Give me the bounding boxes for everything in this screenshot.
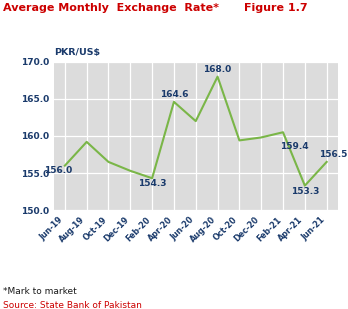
Text: PKR/US$: PKR/US$ xyxy=(54,48,100,57)
Text: Figure 1.7: Figure 1.7 xyxy=(244,3,307,13)
Text: 153.3: 153.3 xyxy=(291,187,319,196)
Text: 159.4: 159.4 xyxy=(279,142,308,150)
Text: 156.5: 156.5 xyxy=(319,150,347,159)
Text: *Mark to market: *Mark to market xyxy=(3,287,77,296)
Text: 154.3: 154.3 xyxy=(138,180,166,188)
Text: Source: State Bank of Pakistan: Source: State Bank of Pakistan xyxy=(3,301,142,309)
Text: 164.6: 164.6 xyxy=(160,91,188,99)
Text: Average Monthly  Exchange  Rate*: Average Monthly Exchange Rate* xyxy=(3,3,220,13)
Text: 156.0: 156.0 xyxy=(44,166,72,175)
Text: 168.0: 168.0 xyxy=(204,65,232,74)
